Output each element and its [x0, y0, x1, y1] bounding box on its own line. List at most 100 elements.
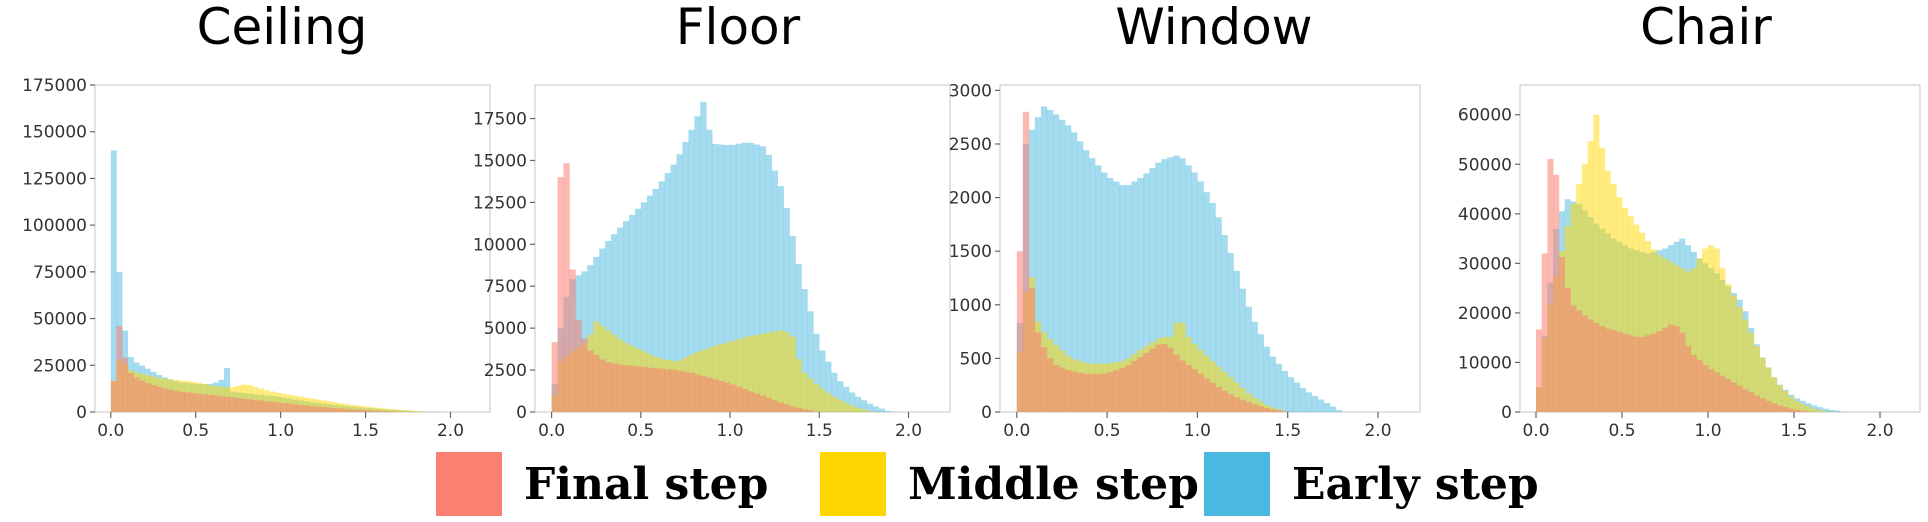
bar-final-step [1645, 335, 1651, 412]
bar-early-step [1324, 403, 1330, 412]
bar-middle-step [784, 332, 790, 412]
bar-final-step [1083, 374, 1089, 412]
bar-final-step [1754, 395, 1760, 412]
bar-final-step [742, 389, 748, 412]
bar-final-step [156, 387, 162, 412]
bar-final-step [116, 326, 122, 412]
bar-final-step [1221, 391, 1227, 412]
bar-final-step [320, 407, 326, 412]
bar-middle-step [801, 373, 807, 412]
bar-final-step [1119, 368, 1125, 412]
bar-early-step [1318, 399, 1324, 412]
bar-early-step [1828, 410, 1834, 412]
bar-final-step [1570, 305, 1576, 412]
bar-middle-step [861, 409, 867, 412]
bar-final-step [1679, 333, 1685, 412]
bar-final-step [1047, 358, 1053, 412]
y-tick-label: 25000 [33, 356, 87, 376]
y-tick-label: 20000 [1458, 304, 1512, 324]
bar-final-step [641, 367, 647, 412]
y-tick-label: 175000 [22, 76, 87, 96]
bar-early-step [1330, 407, 1336, 412]
bar-final-step [213, 395, 219, 412]
bar-middle-step [411, 411, 417, 412]
bar-middle-step [807, 378, 813, 412]
bar-final-step [292, 404, 298, 412]
bar-final-step [700, 376, 706, 412]
y-tick-label: 0 [516, 403, 527, 423]
legend-swatch-middle-step [820, 452, 886, 516]
bar-final-step [1674, 326, 1680, 412]
bar-final-step [1276, 410, 1282, 412]
x-tick-label: 1.0 [1694, 421, 1721, 441]
y-tick-label: 2500 [949, 135, 992, 155]
bar-final-step [1161, 344, 1167, 412]
legend: Final step Middle step Early step [0, 452, 1928, 522]
bar-final-step [688, 373, 694, 412]
bar-final-step [1113, 370, 1119, 412]
bar-final-step [1173, 355, 1179, 412]
bar-final-step [1023, 112, 1029, 412]
bar-final-step [1215, 387, 1221, 412]
bar-final-step [617, 364, 623, 412]
series-early-step-ceiling [111, 150, 434, 412]
bar-final-step [754, 394, 760, 412]
bar-final-step [635, 366, 641, 412]
bar-final-step [778, 402, 784, 412]
x-tick-label: 2.0 [1866, 421, 1893, 441]
y-tick-label: 7500 [484, 277, 527, 297]
legend-label-early-step: Early step [1292, 459, 1539, 510]
bar-final-step [1702, 365, 1708, 412]
bar-early-step [1282, 371, 1288, 412]
bar-final-step [1095, 374, 1101, 412]
bar-final-step [1252, 404, 1258, 412]
bar-middle-step [813, 384, 819, 412]
x-tick-label: 0.0 [1003, 421, 1030, 441]
bar-final-step [712, 379, 718, 412]
bar-final-step [145, 383, 151, 412]
bar-final-step [337, 408, 343, 412]
y-tick-label: 0 [76, 403, 87, 423]
bar-final-step [360, 410, 366, 412]
bar-final-step [1788, 409, 1794, 412]
bar-final-step [593, 355, 599, 412]
bar-final-step [1203, 378, 1209, 412]
bar-final-step [748, 391, 754, 412]
bar-final-step [1185, 365, 1191, 412]
bar-final-step [1599, 326, 1605, 412]
bar-middle-step [772, 332, 778, 412]
bar-final-step [388, 411, 394, 412]
bar-final-step [349, 409, 355, 412]
bar-final-step [784, 404, 790, 412]
bar-early-step [1336, 410, 1342, 412]
bar-final-step [1576, 310, 1582, 412]
x-tick-label: 0.5 [1608, 421, 1635, 441]
bar-final-step [1737, 386, 1743, 412]
bar-final-step [682, 372, 688, 412]
bar-final-step [354, 410, 360, 412]
bar-final-step [665, 369, 671, 412]
bar-final-step [1059, 368, 1065, 412]
bar-middle-step [405, 410, 411, 412]
bar-early-step [111, 150, 117, 412]
legend-item-final-step: Final step [436, 452, 768, 516]
y-tick-label: 125000 [22, 169, 87, 189]
bar-final-step [122, 358, 128, 413]
bar-final-step [1731, 382, 1737, 412]
bar-early-step [873, 406, 879, 412]
bar-final-step [1035, 332, 1041, 412]
bar-final-step [1662, 328, 1668, 412]
plot-frame-ceiling [95, 85, 490, 412]
bar-final-step [1593, 323, 1599, 412]
bar-final-step [1800, 411, 1806, 412]
bar-final-step [315, 407, 321, 412]
bar-early-step [1312, 396, 1318, 412]
bar-final-step [1553, 175, 1559, 412]
x-tick-label: 1.0 [717, 421, 744, 441]
bar-middle-step [837, 400, 843, 412]
bar-final-step [1017, 251, 1023, 412]
x-tick-label: 1.5 [352, 421, 379, 441]
bar-final-step [1651, 334, 1657, 412]
bar-final-step [653, 368, 659, 412]
